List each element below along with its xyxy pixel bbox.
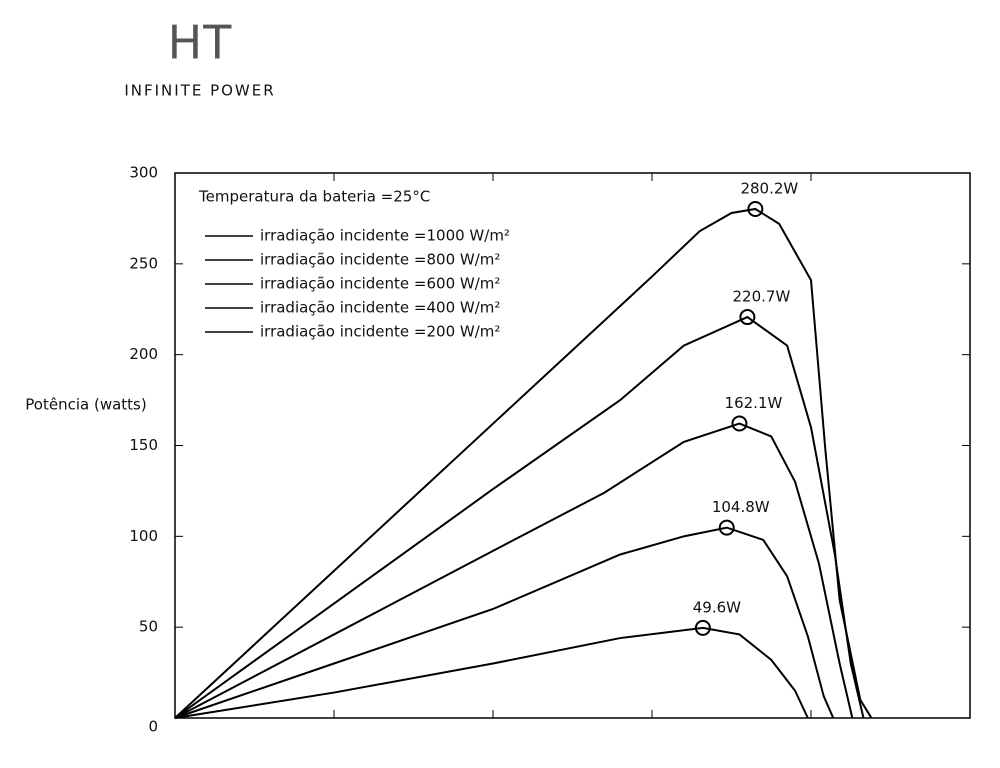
peak-label: 104.8W: [712, 498, 770, 516]
logo-tagline: INFINITE POWER: [124, 82, 275, 100]
y-tick-label: 50: [139, 618, 158, 636]
legend-label: irradiação incidente =1000 W/m²: [260, 227, 510, 245]
y-axis-label: Potência (watts): [25, 396, 146, 414]
series-line: [174, 315, 865, 719]
y-tick-label: 0: [148, 718, 158, 736]
legend-label: irradiação incidente =600 W/m²: [260, 275, 500, 293]
peak-marker: [694, 619, 711, 636]
peak-label: 162.1W: [725, 394, 783, 412]
y-tick-label: 300: [129, 164, 158, 182]
y-tick-label: 200: [129, 345, 158, 363]
peak-label: 220.7W: [733, 288, 791, 306]
y-tick-label: 150: [129, 436, 158, 454]
annotation: Temperatura da bateria =25°C: [198, 188, 430, 206]
series-line: [174, 422, 854, 719]
logo-mark: HT: [168, 16, 233, 70]
peak-marker: [747, 200, 764, 217]
peak-label: 280.2W: [740, 179, 798, 197]
series-line: [174, 207, 873, 719]
y-tick-label: 250: [129, 254, 158, 272]
series-line: [174, 626, 809, 719]
legend-label: irradiação incidente =800 W/m²: [260, 251, 500, 269]
peak-marker: [731, 415, 748, 432]
legend-label: irradiação incidente =200 W/m²: [260, 323, 500, 341]
peak-marker: [739, 309, 756, 326]
y-tick-label: 100: [129, 527, 158, 545]
legend-label: irradiação incidente =400 W/m²: [260, 299, 500, 317]
peak-marker: [718, 519, 735, 536]
peak-label: 49.6W: [693, 598, 741, 616]
series-line: [174, 526, 835, 719]
